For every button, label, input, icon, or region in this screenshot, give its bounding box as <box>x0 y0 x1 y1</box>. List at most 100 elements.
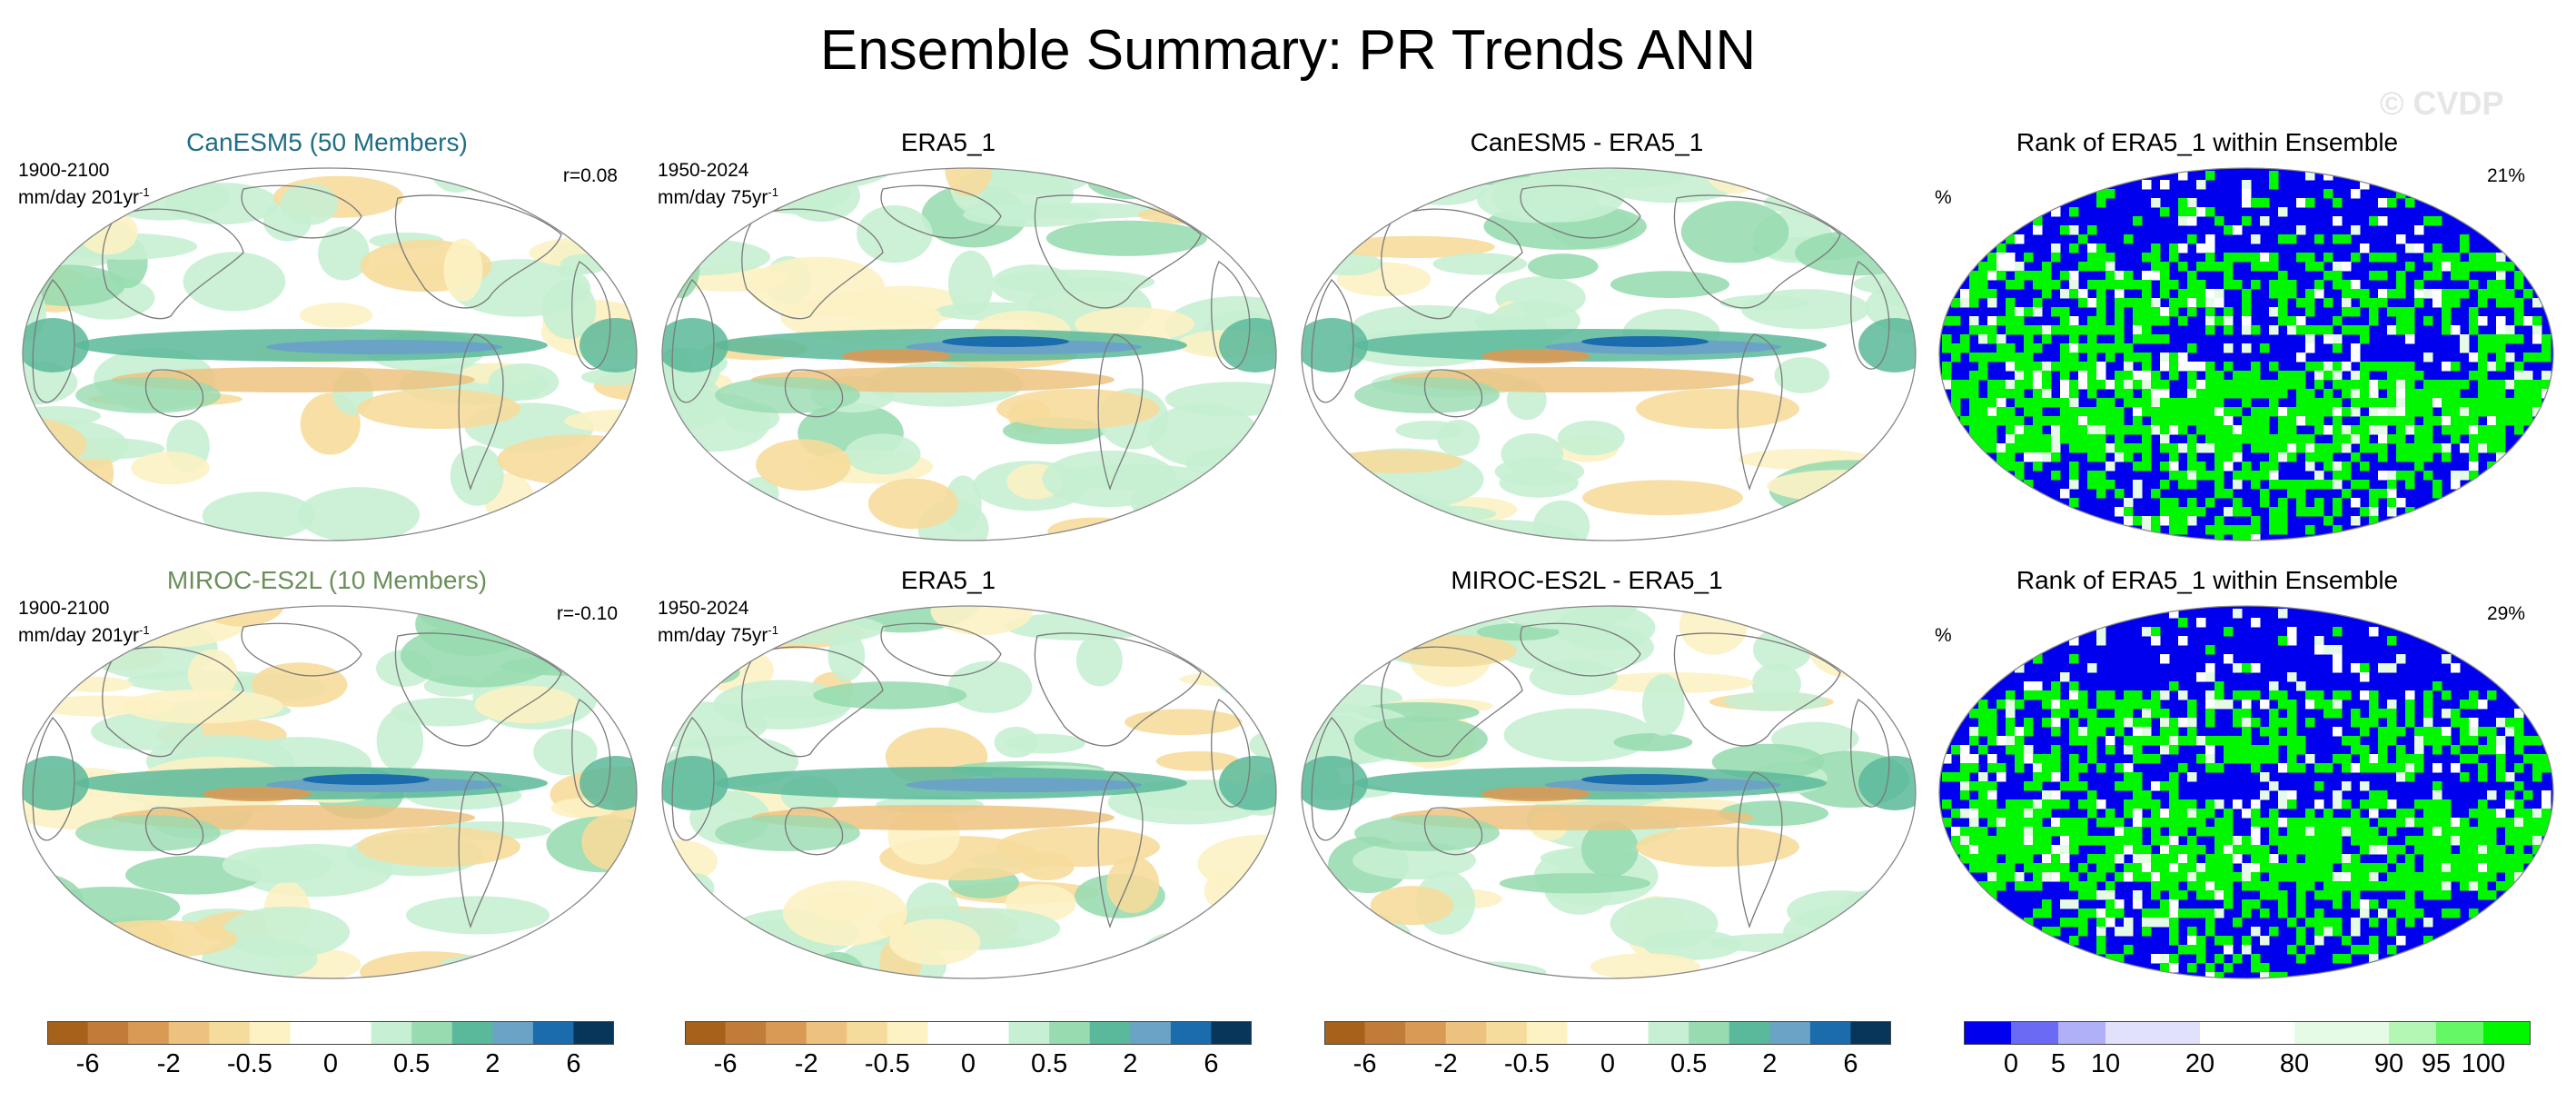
panel-title-r0c1: ERA5_1 <box>900 128 996 156</box>
rank-colorbar-swatch-7 <box>2294 1021 2343 1045</box>
trend-colorbar-1-tick-3: 0 <box>322 1049 339 1078</box>
rank-colorbar-swatch-9 <box>2389 1021 2437 1045</box>
trend-colorbar-2-tick-5: 2 <box>1123 1049 1138 1078</box>
correlation-label-r1c0: r=-0.10 <box>556 603 618 624</box>
units-label-r1c1: mm/day 75yr-1 <box>658 623 778 646</box>
units-label-r1c0: mm/day 201yr-1 <box>18 623 150 646</box>
rank-percent-r0c3: 21% <box>2486 165 2525 186</box>
trend-colorbar-2-swatch-11 <box>1130 1021 1172 1045</box>
trend-colorbar-3-swatch-8 <box>1648 1021 1689 1045</box>
trend-colorbar-2-swatch-9 <box>1049 1021 1091 1045</box>
units-label-r0c0: mm/day 201yr-1 <box>18 185 150 208</box>
rank-colorbar <box>1964 1021 2531 1045</box>
rank-colorbar-swatch-3 <box>2105 1021 2154 1045</box>
trend-colorbar-2-swatch-7 <box>968 1021 1010 1045</box>
trend-colorbar-1-swatch-1 <box>87 1021 129 1045</box>
trend-colorbar-2-swatch-0 <box>685 1021 727 1045</box>
trend-colorbar-2-swatch-6 <box>927 1021 969 1045</box>
trend-colorbar-1-tick-1: -2 <box>156 1049 181 1078</box>
trend-colorbar-3-swatch-12 <box>1809 1021 1851 1045</box>
panel-title-r0c0: CanESM5 (50 Members) <box>186 128 468 156</box>
trend-colorbar-1-tick-6: 6 <box>566 1049 581 1078</box>
rank-percent-r1c3: 29% <box>2486 603 2525 624</box>
rank-colorbar-swatch-8 <box>2342 1021 2390 1045</box>
rank-colorbar-swatch-6 <box>2247 1021 2295 1045</box>
rank-colorbar-tick-6: 95 <box>2421 1049 2452 1078</box>
page-title: Ensemble Summary: PR Trends ANN <box>819 19 1757 82</box>
trend-colorbar-3-svg <box>1324 1021 1892 1045</box>
rank-colorbar-swatch-4 <box>2153 1021 2201 1045</box>
trend-colorbar-1-svg <box>47 1021 615 1045</box>
trend-colorbar-3-swatch-11 <box>1769 1021 1811 1045</box>
rank-colorbar-swatch-2 <box>2058 1021 2106 1045</box>
trend-colorbar-3-swatch-1 <box>1364 1021 1406 1045</box>
trend-colorbar-1-tick-5: 2 <box>485 1049 500 1078</box>
rank-colorbar-swatch-11 <box>2483 1021 2531 1045</box>
map-r1c2 <box>1301 605 1917 979</box>
period-label-r0c1: 1950-2024 <box>658 160 749 181</box>
trend-colorbar-3-swatch-7 <box>1608 1021 1650 1045</box>
units-label-r1c3: % <box>1935 625 1952 646</box>
trend-colorbar-1-swatch-8 <box>371 1021 412 1045</box>
trend-colorbar-3 <box>1324 1021 1892 1045</box>
period-label-r1c1: 1950-2024 <box>658 598 749 619</box>
trend-colorbar-2-swatch-5 <box>887 1021 928 1045</box>
trend-colorbar-2-swatch-1 <box>725 1021 767 1045</box>
panel-title-r1c0: MIROC-ES2L (10 Members) <box>166 566 488 594</box>
rank-colorbar-swatch-0 <box>1964 1021 2012 1045</box>
rank-colorbar-swatch-10 <box>2436 1021 2484 1045</box>
map-r1c1 <box>661 605 1277 979</box>
trend-colorbar-2-tick-6: 6 <box>1204 1049 1219 1078</box>
trend-colorbar-2-swatch-12 <box>1170 1021 1212 1045</box>
trend-colorbar-3-swatch-0 <box>1324 1021 1366 1045</box>
trend-colorbar-3-tick-5: 2 <box>1762 1049 1778 1078</box>
correlation-label-r0c0: r=0.08 <box>562 165 618 186</box>
trend-colorbar-1-swatch-9 <box>411 1021 453 1045</box>
watermark: © CVDP <box>2380 84 2504 122</box>
trend-colorbar-2-swatch-3 <box>806 1021 847 1045</box>
trend-colorbar-1-swatch-13 <box>573 1021 615 1045</box>
trend-colorbar-1 <box>47 1021 615 1045</box>
map-r0c1 <box>661 167 1277 541</box>
trend-colorbar-2-swatch-2 <box>766 1021 807 1045</box>
trend-colorbar-1-swatch-11 <box>492 1021 534 1045</box>
panel-title-r1c1: ERA5_1 <box>900 566 996 594</box>
trend-colorbar-1-swatch-7 <box>331 1021 372 1045</box>
trend-colorbar-2-swatch-8 <box>1008 1021 1050 1045</box>
panel-title-r1c2: MIROC-ES2L - ERA5_1 <box>1451 566 1723 594</box>
units-label-r0c1: mm/day 75yr-1 <box>658 185 778 208</box>
trend-colorbar-1-swatch-3 <box>168 1021 210 1045</box>
trend-colorbar-3-tick-3: 0 <box>1600 1049 1616 1078</box>
trend-colorbar-2 <box>685 1021 1253 1045</box>
trend-colorbar-3-tick-1: -2 <box>1433 1049 1458 1078</box>
trend-colorbar-1-tick-2: -0.5 <box>226 1049 272 1078</box>
trend-colorbar-3-swatch-6 <box>1567 1021 1609 1045</box>
trend-colorbar-3-swatch-10 <box>1729 1021 1770 1045</box>
panel-title-r1c3: Rank of ERA5_1 within Ensemble <box>2016 566 2399 594</box>
trend-colorbar-2-tick-0: -6 <box>713 1049 738 1078</box>
rank-colorbar-tick-3: 20 <box>2185 1049 2215 1078</box>
rank-colorbar-swatch-5 <box>2200 1021 2248 1045</box>
trend-colorbar-2-tick-2: -0.5 <box>864 1049 910 1078</box>
trend-colorbar-2-tick-3: 0 <box>960 1049 976 1078</box>
map-r0c3 <box>1938 167 2554 541</box>
rank-colorbar-tick-0: 0 <box>2003 1049 2019 1078</box>
trend-colorbar-2-tick-4: 0.5 <box>1030 1049 1068 1078</box>
trend-colorbar-2-swatch-4 <box>847 1021 888 1045</box>
trend-colorbar-1-tick-4: 0.5 <box>392 1049 431 1078</box>
rank-colorbar-swatch-1 <box>2011 1021 2059 1045</box>
trend-colorbar-3-swatch-13 <box>1850 1021 1892 1045</box>
trend-colorbar-3-tick-4: 0.5 <box>1669 1049 1708 1078</box>
period-label-r1c0: 1900-2100 <box>18 598 110 619</box>
trend-colorbar-1-swatch-10 <box>451 1021 493 1045</box>
trend-colorbar-1-swatch-4 <box>209 1021 251 1045</box>
map-r1c3 <box>1938 605 2554 979</box>
trend-colorbar-3-swatch-5 <box>1526 1021 1568 1045</box>
trend-colorbar-1-tick-0: -6 <box>75 1049 100 1078</box>
trend-colorbar-3-swatch-2 <box>1405 1021 1447 1045</box>
trend-colorbar-1-swatch-2 <box>128 1021 170 1045</box>
trend-colorbar-2-swatch-13 <box>1211 1021 1253 1045</box>
trend-colorbar-1-swatch-6 <box>290 1021 332 1045</box>
trend-colorbar-2-tick-1: -2 <box>794 1049 818 1078</box>
rank-colorbar-tick-4: 80 <box>2279 1049 2310 1078</box>
